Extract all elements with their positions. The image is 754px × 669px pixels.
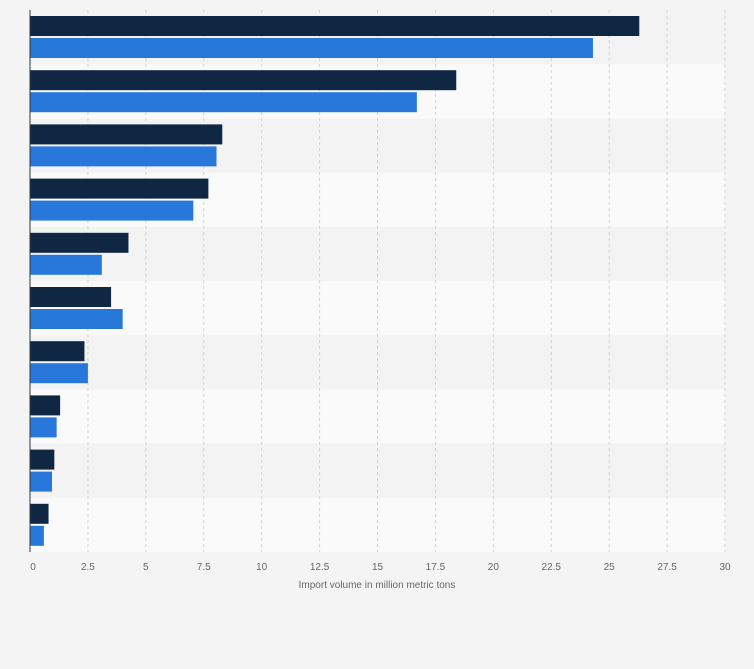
x-tick-label: 17.5 (426, 562, 446, 573)
x-tick-label: 27.5 (657, 562, 677, 573)
x-axis-title: Import volume in million metric tons (299, 580, 456, 591)
x-tick-label: 12.5 (310, 562, 330, 573)
bar-series-2[interactable] (30, 146, 217, 167)
bar-series-2[interactable] (30, 254, 102, 275)
bar-series-1[interactable] (30, 503, 49, 524)
bar-series-1[interactable] (30, 395, 61, 416)
bar-series-1[interactable] (30, 124, 223, 145)
bar-series-2[interactable] (30, 471, 53, 492)
bars (30, 16, 640, 546)
bar-series-1[interactable] (30, 287, 112, 307)
row-band (30, 497, 725, 552)
bar-series-2[interactable] (30, 363, 88, 384)
bar-series-1[interactable] (30, 70, 457, 91)
row-bands (30, 10, 725, 552)
bar-series-2[interactable] (30, 200, 194, 221)
x-tick-label: 20 (488, 562, 500, 573)
bar-series-2[interactable] (30, 525, 44, 546)
row-band (30, 335, 725, 390)
bar-series-2[interactable] (30, 38, 593, 58)
row-band (30, 389, 725, 444)
x-tick-label: 30 (719, 562, 731, 573)
x-tick-label: 5 (143, 562, 149, 573)
row-band (30, 226, 725, 281)
bar-series-1[interactable] (30, 341, 85, 362)
x-tick-label: 2.5 (81, 562, 95, 573)
bar-series-2[interactable] (30, 92, 417, 113)
bar-series-2[interactable] (30, 309, 123, 329)
bar-series-1[interactable] (30, 232, 129, 253)
x-tick-label: 25 (604, 562, 616, 573)
bar-series-1[interactable] (30, 449, 55, 470)
x-axis-ticks: 0 2.5 5 7.5 10 12.5 15 17.5 20 22.5 25 27.5 30 (30, 562, 731, 573)
row-band (30, 443, 725, 498)
x-tick-label: 10 (256, 562, 268, 573)
bar-series-1[interactable] (30, 178, 209, 199)
x-tick-label: 22.5 (542, 562, 562, 573)
row-band (30, 281, 725, 336)
bar-series-1[interactable] (30, 16, 640, 36)
x-tick-label: 7.5 (197, 562, 211, 573)
x-tick-label: 0 (30, 562, 36, 573)
x-tick-label: 15 (372, 562, 384, 573)
bar-series-2[interactable] (30, 417, 57, 438)
